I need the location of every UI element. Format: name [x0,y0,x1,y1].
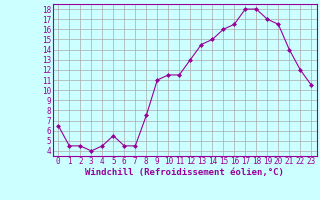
X-axis label: Windchill (Refroidissement éolien,°C): Windchill (Refroidissement éolien,°C) [85,168,284,177]
